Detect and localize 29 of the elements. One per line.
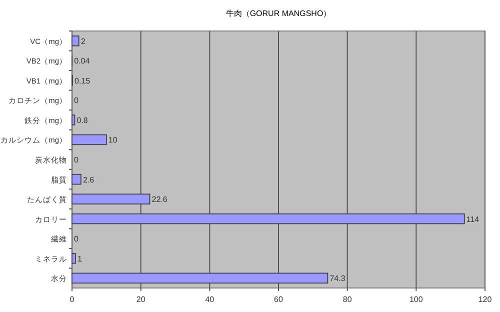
x-tick-label: 120 xyxy=(478,295,492,304)
data-label: 0.04 xyxy=(74,56,90,66)
data-label: 0.8 xyxy=(76,116,88,125)
data-label: 114 xyxy=(466,214,480,224)
data-label: 0 xyxy=(74,156,79,164)
bar xyxy=(72,134,107,146)
bar xyxy=(72,174,82,185)
bar xyxy=(72,36,80,46)
bar xyxy=(72,194,150,204)
x-tick-label: 40 xyxy=(205,295,215,304)
bar xyxy=(72,213,465,224)
bar xyxy=(72,272,328,284)
data-label: 2.6 xyxy=(82,175,95,184)
x-tick-label: 80 xyxy=(342,295,352,304)
data-label: 22.6 xyxy=(152,195,168,204)
data-label: 0 xyxy=(74,96,79,106)
x-tick-label: 20 xyxy=(136,295,146,304)
data-label: 74.3 xyxy=(330,274,346,284)
bar xyxy=(72,253,76,264)
x-tick-label: 60 xyxy=(274,295,284,304)
chart-title: 牛肉（GORUR MANGSHO） xyxy=(226,9,332,18)
x-tick-label: 100 xyxy=(409,295,424,304)
data-label: 1 xyxy=(77,254,82,264)
bar xyxy=(72,114,76,126)
data-label: 0 xyxy=(74,234,79,244)
data-label: 2 xyxy=(80,36,86,46)
data-label: 0.15 xyxy=(74,76,91,86)
x-tick-label: 0 xyxy=(70,295,75,304)
data-label: 10 xyxy=(108,136,118,145)
